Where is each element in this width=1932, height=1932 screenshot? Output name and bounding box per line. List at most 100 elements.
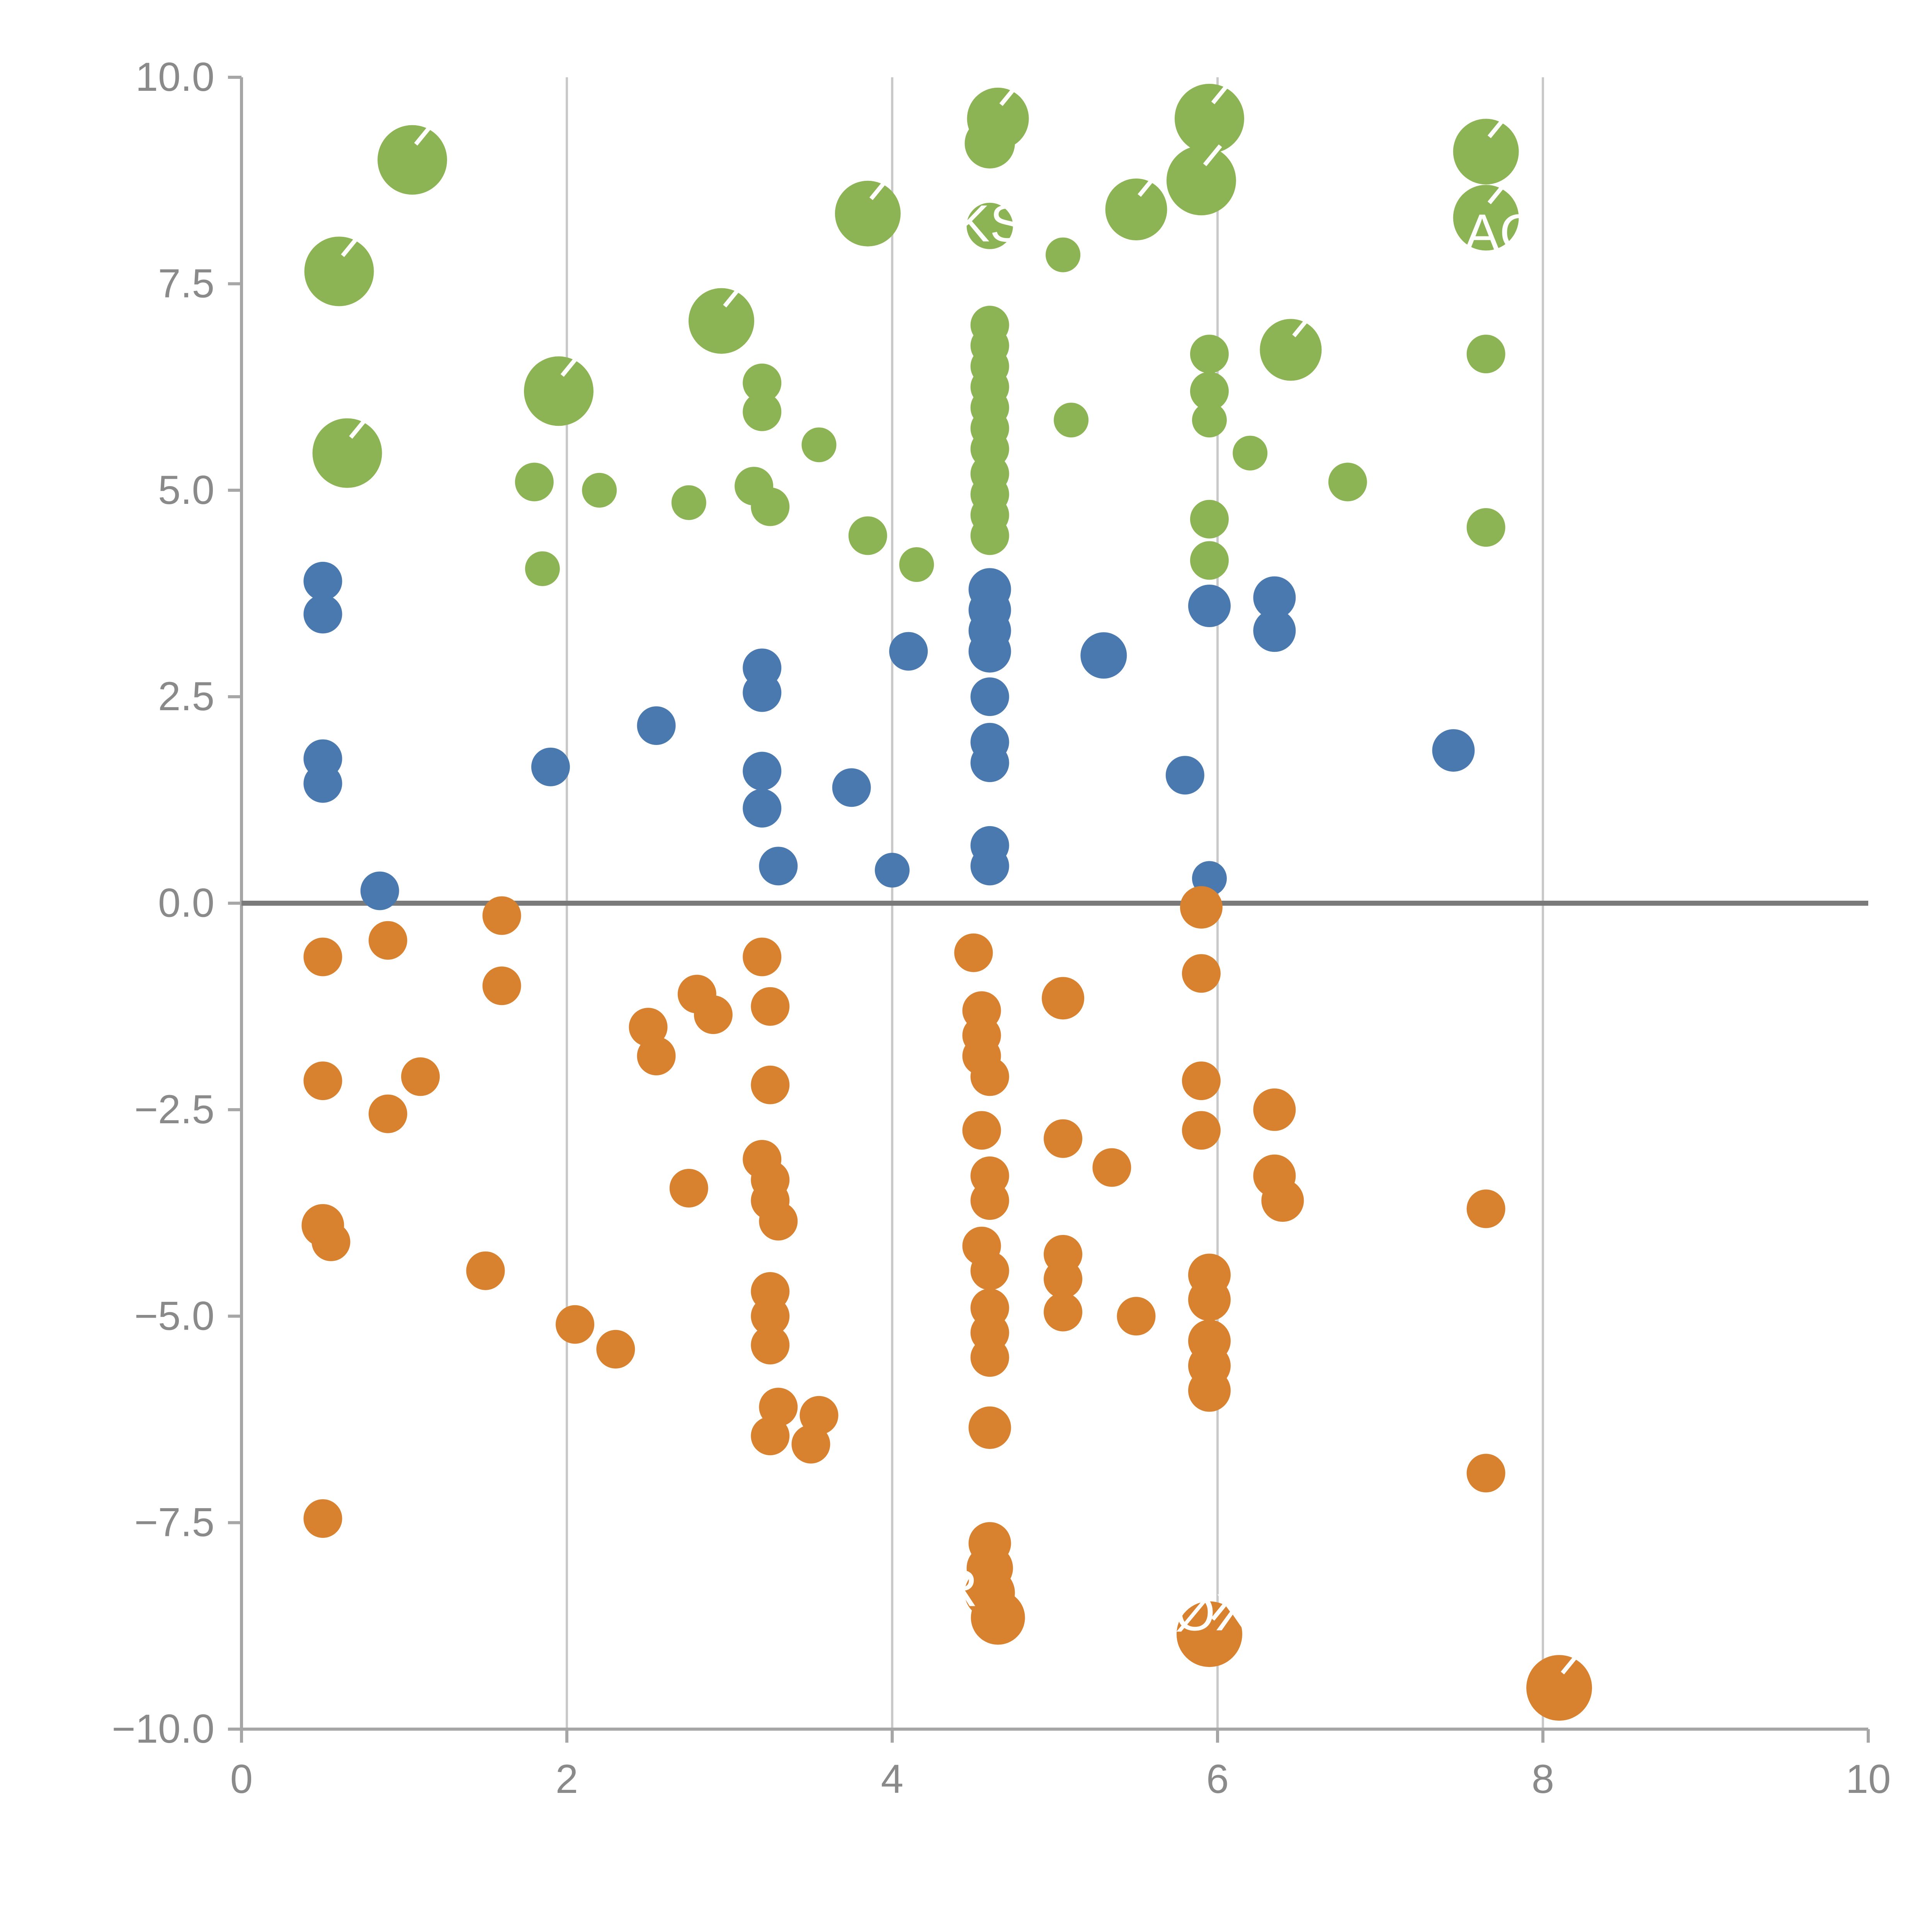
data-point xyxy=(378,125,447,195)
data-point xyxy=(311,1222,350,1261)
label-leader xyxy=(414,124,433,146)
data-point xyxy=(1044,1260,1083,1299)
data-point xyxy=(1526,1655,1592,1721)
x-tick-label: 8 xyxy=(1532,1757,1554,1802)
data-point xyxy=(848,516,887,555)
data-point xyxy=(1192,403,1227,438)
data-point xyxy=(1261,1179,1304,1222)
data-point xyxy=(970,743,1009,782)
label-leader xyxy=(560,355,580,377)
y-tick-label: 7.5 xyxy=(158,261,214,306)
data-point xyxy=(596,1330,635,1369)
data-point xyxy=(832,768,871,807)
data-point xyxy=(1117,1297,1156,1336)
data-point xyxy=(1182,954,1221,993)
data-point xyxy=(524,356,594,426)
point-label: KSM xyxy=(955,194,1068,253)
y-tick-label: 10.0 xyxy=(136,54,214,100)
data-point xyxy=(1466,1189,1505,1228)
data-point xyxy=(759,847,798,886)
data-point xyxy=(1092,1148,1131,1187)
data-point xyxy=(970,677,1009,716)
data-point xyxy=(1233,435,1268,471)
x-tick-label: 10 xyxy=(1846,1757,1891,1802)
point-label: AG xyxy=(1465,203,1540,262)
data-point xyxy=(466,1251,505,1290)
data-point xyxy=(401,1057,440,1096)
data-point xyxy=(1466,1454,1505,1493)
data-point xyxy=(688,288,754,354)
data-point xyxy=(637,706,676,745)
data-point xyxy=(875,853,910,888)
data-point xyxy=(482,896,521,935)
data-point xyxy=(1166,146,1236,216)
data-point xyxy=(1466,508,1505,547)
data-point xyxy=(1328,463,1367,502)
data-point xyxy=(970,1251,1009,1290)
data-point xyxy=(970,1057,1009,1096)
data-point xyxy=(669,1168,708,1208)
point-label: E xyxy=(758,230,793,288)
y-tick-label: 0.0 xyxy=(158,881,214,926)
data-point xyxy=(1188,1278,1231,1321)
data-point xyxy=(1188,585,1231,627)
label-leader xyxy=(1487,183,1506,204)
y-tick-label: −2.5 xyxy=(134,1087,214,1132)
data-point xyxy=(1253,576,1296,619)
data-point xyxy=(759,1202,798,1241)
data-point xyxy=(835,180,901,247)
data-point xyxy=(970,1338,1009,1377)
data-point xyxy=(1466,335,1505,374)
data-point xyxy=(899,547,934,582)
data-point xyxy=(964,118,1015,168)
x-tick-label: 6 xyxy=(1206,1757,1229,1802)
y-tick-label: 2.5 xyxy=(158,674,214,719)
label-leader xyxy=(999,86,1017,106)
label-leader xyxy=(1292,317,1310,337)
point-label: ØX xyxy=(1175,1583,1250,1641)
data-point xyxy=(531,747,570,786)
data-point xyxy=(671,485,706,520)
data-point xyxy=(1188,1369,1231,1412)
data-point xyxy=(694,995,733,1034)
data-point xyxy=(1253,609,1296,652)
data-point xyxy=(799,1396,838,1435)
data-point xyxy=(1105,179,1167,240)
data-point xyxy=(1044,1293,1083,1332)
y-tick-label: −5.0 xyxy=(134,1293,214,1338)
data-point xyxy=(360,871,399,910)
data-point xyxy=(1190,372,1229,411)
label-leader xyxy=(1203,144,1222,167)
data-point xyxy=(368,921,407,960)
data-point xyxy=(1260,319,1322,381)
data-point xyxy=(304,236,374,306)
data-point xyxy=(303,1499,342,1538)
data-point xyxy=(954,933,993,972)
data-point xyxy=(1174,83,1244,153)
x-tick-label: 2 xyxy=(556,1757,578,1802)
data-point xyxy=(1042,977,1085,1020)
data-point xyxy=(556,1305,595,1344)
data-point xyxy=(751,1417,790,1456)
x-tick-label: 4 xyxy=(881,1757,903,1802)
label-leader xyxy=(869,179,888,200)
y-tick-label: 5.0 xyxy=(158,468,214,513)
data-point xyxy=(1190,541,1229,580)
data-point xyxy=(751,1065,790,1104)
data-point xyxy=(637,1036,676,1075)
data-point xyxy=(1044,1119,1083,1158)
label-leader xyxy=(1487,117,1506,138)
data-point xyxy=(970,1181,1009,1220)
data-point xyxy=(801,427,837,463)
data-point xyxy=(1054,403,1089,438)
y-tick-label: −7.5 xyxy=(134,1500,214,1545)
data-point xyxy=(1453,119,1519,185)
data-point xyxy=(303,764,342,803)
data-point xyxy=(482,966,521,1005)
point-label: T xyxy=(378,232,410,290)
label-leader xyxy=(341,235,360,257)
data-point xyxy=(1182,1061,1221,1100)
data-point xyxy=(1180,886,1223,929)
data-point xyxy=(1432,729,1475,772)
